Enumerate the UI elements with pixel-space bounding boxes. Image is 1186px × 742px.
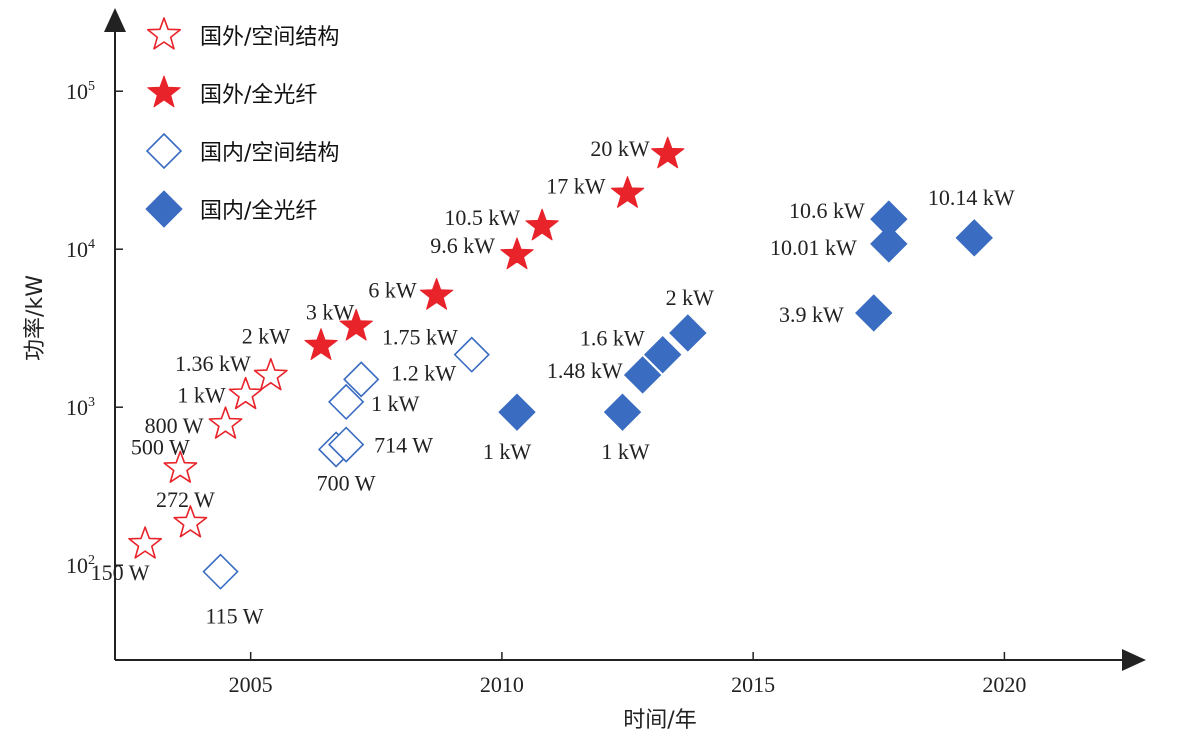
data-point-diamond [202, 553, 239, 590]
data-label: 500 W [131, 434, 190, 459]
data-label: 1 kW [371, 391, 420, 416]
legend-marker [147, 17, 181, 50]
data-point-diamond [870, 200, 908, 238]
series-3 [202, 336, 490, 590]
data-label: 6 kW [368, 277, 417, 302]
data-label: 800 W [145, 413, 204, 438]
data-point-diamond [328, 426, 365, 463]
x-axis-arrow [1122, 649, 1146, 671]
data-point-diamond [498, 393, 536, 431]
data-label: 10.14 kW [928, 185, 1015, 210]
data-point-diamond [870, 225, 908, 263]
data-label: 1.2 kW [391, 360, 456, 385]
data-label: 3 kW [306, 299, 355, 324]
x-tick-label: 2010 [480, 672, 524, 697]
data-label: 3.9 kW [779, 302, 844, 327]
data-label: 2 kW [666, 285, 715, 310]
data-label: 1 kW [483, 439, 532, 464]
data-label: 714 W [374, 433, 433, 458]
legend-marker [145, 132, 183, 170]
legend-label: 国内/全光纤 [200, 199, 317, 224]
axes [104, 8, 1146, 671]
data-point-diamond [669, 314, 707, 352]
series-4 [498, 200, 993, 431]
legend-label: 国外/全光纤 [200, 83, 317, 108]
x-axis-title: 时间/年 [623, 708, 696, 733]
data-label: 1 kW [177, 383, 226, 408]
data-point-diamond [644, 335, 682, 374]
data-point-star [651, 136, 685, 169]
data-point-star [128, 526, 163, 559]
data-label: 1 kW [601, 439, 650, 464]
ticks: 2005 2010 2015 2020 102 103 104 105 [66, 79, 1026, 697]
legend-marker [145, 190, 183, 228]
x-tick-label: 2005 [229, 672, 273, 697]
data-point-diamond [955, 219, 993, 257]
data-point-star [500, 237, 534, 270]
series-2 [304, 136, 685, 360]
legend-label: 国外/空间结构 [200, 25, 339, 50]
data-label: 1.75 kW [382, 325, 458, 350]
x-tick-label: 2015 [731, 672, 775, 697]
data-point-diamond [623, 356, 662, 394]
legend-label: 国内/空间结构 [200, 141, 339, 166]
x-tick-label: 2020 [982, 672, 1026, 697]
data-point-diamond [343, 361, 380, 398]
data-label: 2 kW [242, 324, 291, 349]
y-tick-label: 102 [66, 553, 95, 578]
data-point-diamond [453, 336, 490, 373]
legend-marker [147, 75, 181, 108]
legend-item: 国内/全光纤 [145, 190, 317, 228]
data-label: 700 W [317, 471, 376, 496]
data-label: 20 kW [590, 136, 650, 161]
legend-item: 国外/全光纤 [147, 75, 317, 108]
data-points [128, 136, 993, 590]
data-point-star [163, 450, 198, 483]
data-label: 10.01 kW [770, 235, 857, 260]
legend-item: 国外/空间结构 [147, 17, 339, 50]
data-label: 1.36 kW [175, 351, 251, 376]
data-point-diamond [328, 383, 365, 421]
data-point-star [610, 176, 645, 208]
data-point-star [339, 308, 373, 341]
data-point-star [253, 357, 288, 391]
data-point-star [173, 505, 208, 538]
data-label: 10.6 kW [789, 198, 865, 223]
y-tick-label: 103 [66, 395, 95, 420]
data-label: 1.48 kW [547, 358, 623, 383]
data-point-star [208, 406, 243, 439]
data-point-star [525, 208, 559, 241]
data-label: 115 W [205, 604, 263, 629]
data-label: 1.6 kW [580, 326, 645, 351]
data-label: 17 kW [546, 174, 606, 199]
data-label: 150 W [91, 560, 150, 585]
y-axis-title: 功率/kW [23, 275, 48, 361]
data-point-star [228, 376, 263, 410]
data-point-diamond [603, 393, 642, 431]
data-label: 10.5 kW [444, 205, 520, 230]
data-label: 272 W [156, 487, 215, 512]
y-tick-label: 104 [66, 237, 95, 262]
y-tick-label: 105 [66, 79, 95, 104]
y-axis-arrow [104, 8, 126, 32]
data-point-star [304, 328, 338, 360]
series-1 [128, 357, 288, 559]
data-point-star [419, 277, 454, 310]
data-point-diamond [855, 294, 893, 332]
legend-item: 国内/空间结构 [145, 132, 339, 170]
data-label: 9.6 kW [430, 233, 495, 258]
